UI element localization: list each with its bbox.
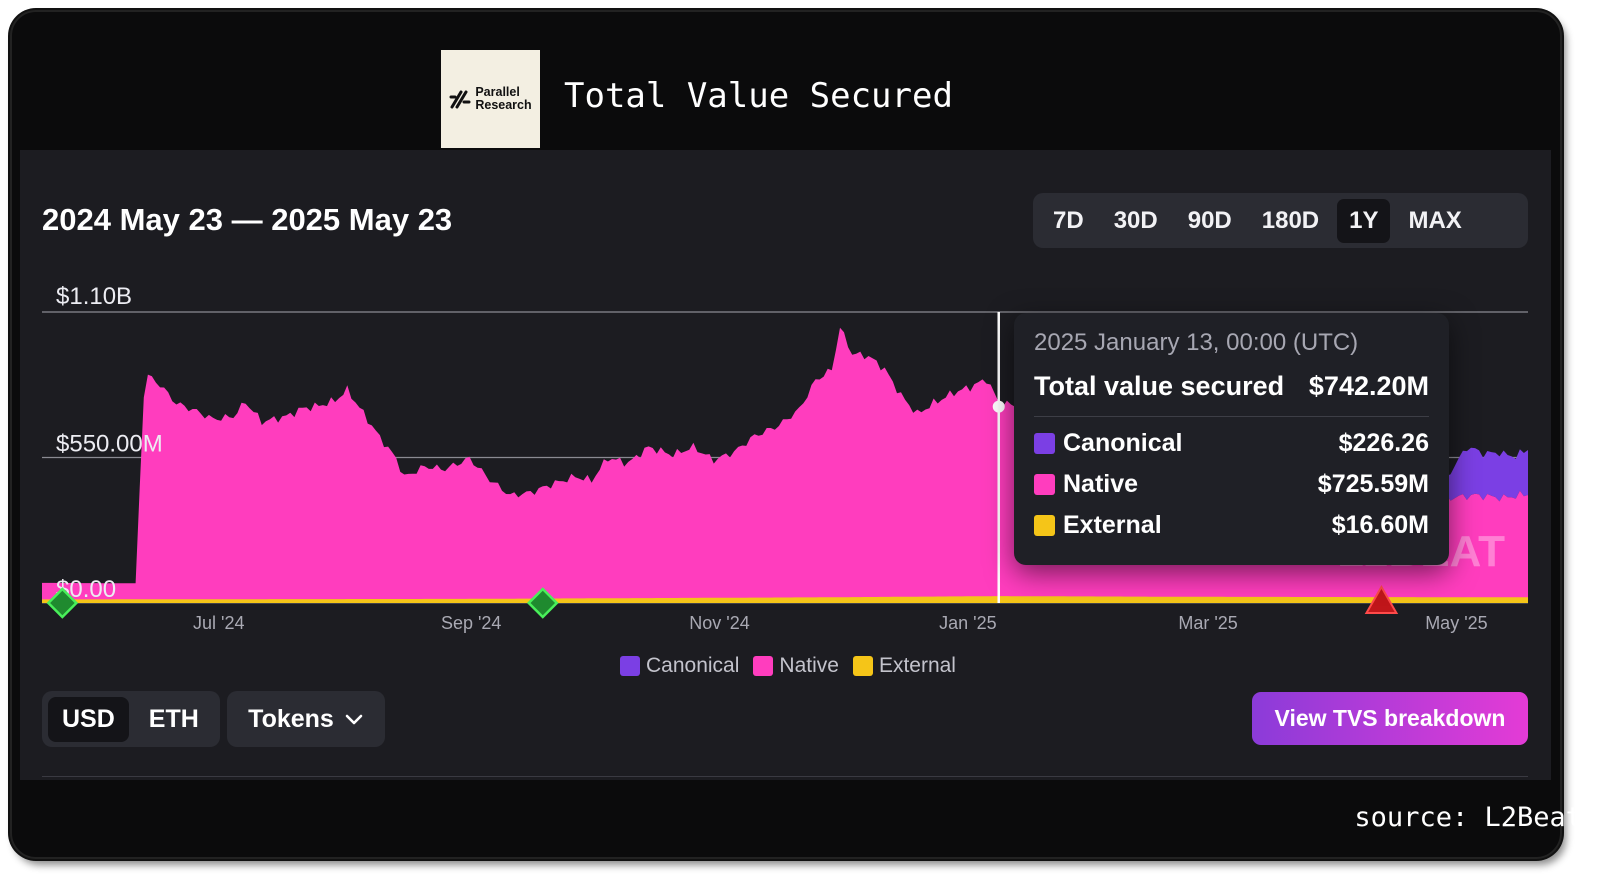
tooltip-swatch-native <box>1034 474 1055 495</box>
logo-text: Parallel Research <box>475 86 531 112</box>
time-button-1y[interactable]: 1Y <box>1337 198 1391 243</box>
x-tick-label: Nov '24 <box>689 613 749 633</box>
tooltip-date: 2025 January 13, 00:00 (UTC) <box>1034 329 1359 356</box>
legend-label-external: External <box>878 654 956 677</box>
view-tvs-breakdown-button[interactable]: View TVS breakdown <box>1252 692 1528 745</box>
time-button-30d[interactable]: 30D <box>1113 206 1158 234</box>
legend-item-external[interactable]: External <box>852 654 956 678</box>
parallel-research-logo: Parallel Research <box>441 50 540 148</box>
tooltip-label-external: External <box>1063 511 1162 539</box>
tooltip-value-native: $725.59M <box>1317 470 1429 498</box>
currency-eth-button[interactable]: ETH <box>148 704 199 733</box>
currency-toggle: USD ETH <box>42 691 220 747</box>
crosshair-point <box>992 400 1005 413</box>
tooltip-row-canonical: Canonical $226.26 <box>1034 429 1429 458</box>
event-marker-diamond <box>526 587 559 619</box>
event-marker-triangle <box>1364 584 1399 614</box>
date-range-label: 2024 May 23 — 2025 May 23 <box>42 202 453 237</box>
time-button-7d[interactable]: 7D <box>1053 206 1084 234</box>
chart-legend: Canonical Native External <box>620 654 956 678</box>
time-range-selector: 7D 30D 90D 180D 1Y MAX <box>1033 193 1528 248</box>
y-tick-label: $550.00M <box>56 431 163 458</box>
legend-label-canonical: Canonical <box>646 654 740 677</box>
x-tick-label: Mar '25 <box>1178 613 1237 633</box>
tooltip-total-value: $742.20M <box>1308 371 1429 401</box>
legend-swatch-native <box>753 656 774 676</box>
event-marker-diamond <box>46 587 79 619</box>
y-tick-label: $1.10B <box>56 283 132 310</box>
time-button-max[interactable]: MAX <box>1408 206 1462 234</box>
tooltip-value-canonical: $226.26 <box>1338 429 1429 457</box>
legend-swatch-canonical <box>620 656 640 676</box>
currency-usd-button[interactable]: USD <box>48 696 129 742</box>
legend-label-native: Native <box>779 654 839 677</box>
tooltip-total-row: Total value secured $742.20M <box>1034 371 1429 402</box>
time-button-180d[interactable]: 180D <box>1261 206 1320 234</box>
page-title: Total Value Secured <box>564 76 953 116</box>
series-line-external <box>42 596 1528 603</box>
logo-line1: Parallel <box>475 85 520 99</box>
logo-mark-icon <box>449 90 471 109</box>
tooltip-value-external: $16.60M <box>1331 511 1429 539</box>
tooltip-row-native: Native $725.59M <box>1034 470 1429 499</box>
legend-item-canonical[interactable]: Canonical <box>620 654 739 678</box>
chart-tooltip: 2025 January 13, 00:00 (UTC) Total value… <box>1014 313 1449 565</box>
tooltip-row-external: External $16.60M <box>1034 511 1429 540</box>
tooltip-separator <box>1034 416 1429 417</box>
tooltip-label-native: Native <box>1063 470 1139 498</box>
tooltip-total-label: Total value secured <box>1034 371 1285 401</box>
tooltip-label-canonical: Canonical <box>1063 429 1183 457</box>
source-caption: source: L2Beat <box>1354 802 1582 833</box>
chevron-down-icon <box>345 714 363 725</box>
x-tick-label: May '25 <box>1425 613 1487 633</box>
legend-item-native[interactable]: Native <box>753 654 839 678</box>
tooltip-swatch-canonical <box>1034 433 1055 454</box>
tokens-dropdown[interactable]: Tokens <box>227 691 385 747</box>
x-tick-label: Jul '24 <box>193 613 244 633</box>
time-button-90d[interactable]: 90D <box>1187 206 1232 234</box>
tokens-label: Tokens <box>248 704 334 733</box>
tooltip-swatch-external <box>1034 515 1055 536</box>
legend-swatch-external <box>852 656 873 676</box>
x-tick-label: Sep '24 <box>441 613 502 633</box>
logo-line2: Research <box>475 98 532 112</box>
divider <box>42 776 1528 777</box>
x-tick-label: Jan '25 <box>939 613 996 633</box>
